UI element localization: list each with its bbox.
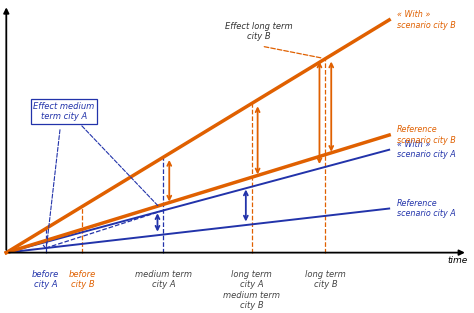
Text: Reference
scenario city A: Reference scenario city A: [397, 199, 456, 218]
Text: Effect medium
term city A: Effect medium term city A: [33, 102, 94, 121]
Text: « With »
scenario city B: « With » scenario city B: [397, 10, 456, 30]
Text: Effect long term
city B: Effect long term city B: [225, 22, 293, 41]
Text: Reference
scenario city B: Reference scenario city B: [397, 125, 456, 145]
Text: long term
city A
medium term
city B: long term city A medium term city B: [223, 270, 280, 310]
Text: « With »
scenario city A: « With » scenario city A: [397, 140, 456, 159]
Text: time: time: [448, 256, 468, 265]
Text: before
city B: before city B: [69, 270, 96, 289]
Text: before
city A: before city A: [32, 270, 59, 289]
Text: long term
city B: long term city B: [305, 270, 346, 289]
Text: medium term
city A: medium term city A: [135, 270, 192, 289]
